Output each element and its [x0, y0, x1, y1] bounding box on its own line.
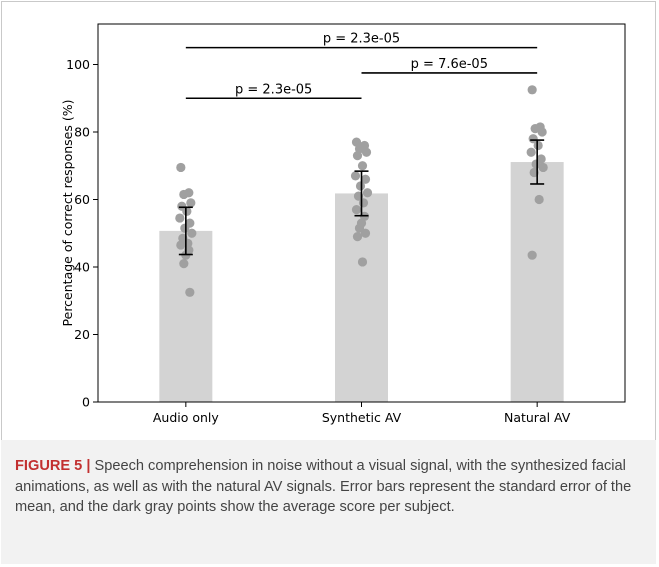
significance-label-1: p = 7.6e-05	[411, 57, 488, 72]
subject-point	[538, 162, 548, 173]
significance-label-2: p = 2.3e-05	[323, 32, 400, 47]
x-tick-label: Synthetic AV	[322, 410, 402, 425]
subject-point	[357, 161, 368, 171]
subject-point	[175, 213, 185, 223]
subject-point	[352, 232, 363, 242]
subject-point	[526, 147, 536, 157]
subject-point	[358, 198, 369, 208]
figure-label: FIGURE 5 |	[15, 458, 91, 474]
subject-point	[187, 228, 197, 238]
y-tick-label: 100	[66, 57, 90, 72]
subject-point	[533, 140, 543, 151]
significance-label-0: p = 2.3e-05	[235, 82, 312, 97]
subject-point	[351, 205, 362, 215]
subject-point	[527, 85, 537, 95]
y-tick-label: 80	[74, 125, 90, 140]
y-tick-label: 20	[74, 327, 90, 342]
subject-point	[185, 287, 195, 297]
bar-chart: p = 2.3e-05 p = 7.6e-05 p = 2.3e-05 0 20 40 60…	[60, 23, 626, 425]
caption-band: FIGURE 5 | Speech comprehension in noise…	[1, 440, 656, 564]
subject-point	[534, 194, 544, 205]
subject-point	[530, 124, 540, 134]
x-tick-label: Audio only	[153, 410, 220, 425]
caption-text: Speech comprehension in noise without a …	[15, 458, 632, 515]
subject-point	[355, 181, 366, 191]
subject-point	[176, 240, 186, 250]
y-tick-label: 0	[82, 395, 90, 410]
subject-point	[527, 250, 537, 260]
subject-point	[362, 188, 373, 198]
subject-point	[182, 206, 192, 216]
subject-point	[179, 259, 189, 269]
subject-point	[357, 257, 368, 267]
subject-point	[350, 171, 361, 181]
y-axis-label: Percentage of correct responses (%)	[60, 100, 75, 327]
subject-point	[180, 223, 190, 233]
y-tick-label: 40	[74, 260, 90, 275]
subject-point	[360, 228, 371, 238]
subject-point	[179, 189, 189, 200]
subject-point	[537, 127, 547, 137]
subject-point	[354, 223, 365, 233]
subject-point	[528, 134, 538, 144]
subject-point	[186, 198, 196, 208]
subject-point	[361, 147, 372, 157]
y-tick-label: 60	[74, 192, 90, 207]
subject-point	[352, 151, 363, 161]
x-tick-label: Natural AV	[504, 410, 571, 425]
subject-point	[531, 159, 541, 169]
subject-point	[360, 174, 371, 184]
figure-caption: FIGURE 5 | Speech comprehension in noise…	[15, 456, 642, 518]
subject-point	[176, 162, 186, 173]
